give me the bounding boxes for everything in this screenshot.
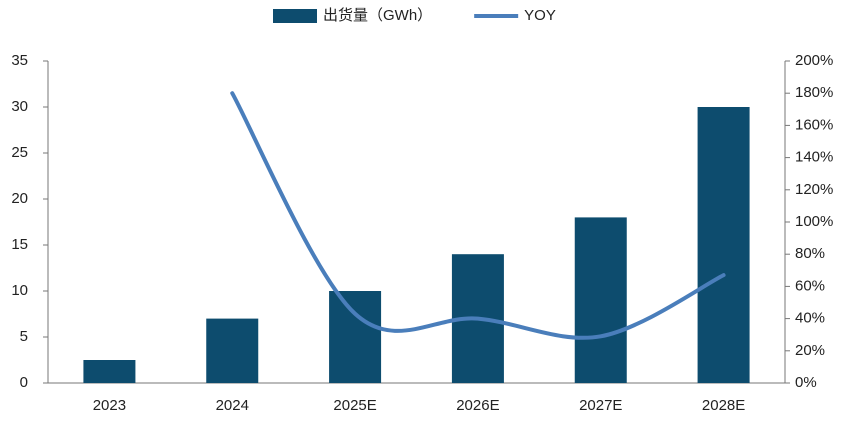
x-tick-label: 2024 <box>216 397 249 414</box>
x-tick-label: 2023 <box>93 397 126 414</box>
x-tick-label: 2028E <box>702 397 745 414</box>
x-tick-label: 2026E <box>456 397 499 414</box>
y-tick-label: 15 <box>11 236 28 253</box>
x-tick-label: 2027E <box>579 397 622 414</box>
line <box>230 91 726 340</box>
y-tick-label: 20 <box>11 190 28 207</box>
y-tick-label: 30 <box>11 98 28 115</box>
y2-tick-label: 40% <box>795 310 825 327</box>
y2-tick-label: 60% <box>795 277 825 294</box>
legend-swatch <box>273 9 317 23</box>
y2-tick-label: 80% <box>795 245 825 262</box>
y2-tick-label: 160% <box>795 116 833 133</box>
y2-tick-label: 180% <box>795 84 833 101</box>
y-tick-label: 25 <box>11 144 28 161</box>
y2-tick-label: 20% <box>795 342 825 359</box>
y2-tick-label: 200% <box>795 52 833 69</box>
y-tick-label: 5 <box>20 328 28 345</box>
bar <box>206 318 259 383</box>
y-tick-label: 35 <box>11 52 28 69</box>
bar <box>329 291 382 383</box>
bar <box>697 107 750 383</box>
bar <box>83 360 136 383</box>
legend-label: 出货量（GWh） <box>323 7 432 24</box>
legend-label: YOY <box>524 7 556 24</box>
bar <box>574 217 627 383</box>
y2-tick-label: 100% <box>795 213 833 230</box>
x-tick-label: 2025E <box>333 397 376 414</box>
y2-tick-label: 140% <box>795 149 833 166</box>
y2-tick-label: 120% <box>795 181 833 198</box>
y-tick-label: 10 <box>11 282 28 299</box>
y-tick-label: 0 <box>20 374 28 391</box>
y2-tick-label: 0% <box>795 374 817 391</box>
